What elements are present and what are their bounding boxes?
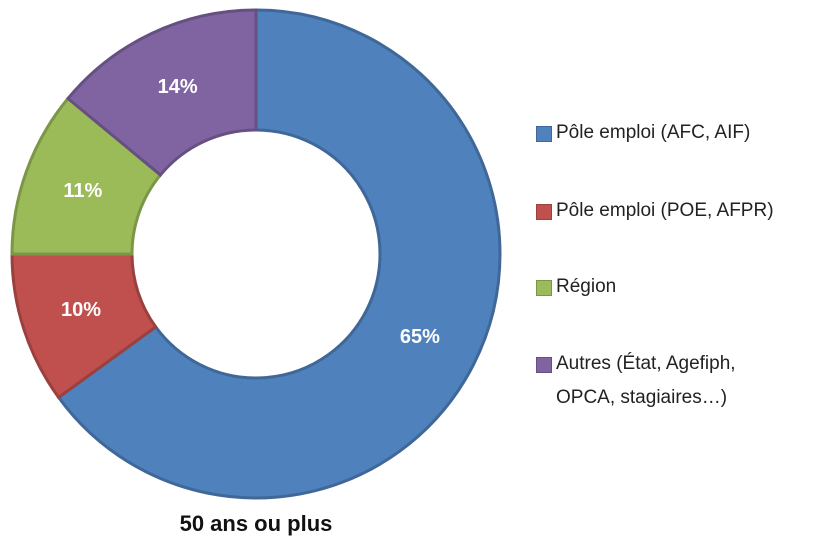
- donut-segment: [65, 8, 258, 178]
- legend-label: Région: [556, 276, 617, 297]
- legend-swatch: [536, 126, 552, 142]
- data-label: 65%: [400, 326, 440, 348]
- legend-swatch: [536, 204, 552, 220]
- legend-swatch: [536, 280, 552, 296]
- donut-segment: [56, 8, 502, 500]
- legend-item: Pôle emploi (AFC, AIF): [536, 116, 831, 150]
- chart-title: 50 ans ou plus: [180, 511, 333, 536]
- legend-swatch: [536, 357, 552, 373]
- data-label: 11%: [63, 180, 102, 202]
- legend-label: Pôle emploi (AFC, AIF): [556, 122, 751, 143]
- legend-label: Pôle emploi (POE, AFPR): [556, 200, 774, 221]
- legend-item: Autres (État, Agefiph, OPCA, stagiaires……: [536, 347, 831, 415]
- legend-item: Région: [536, 270, 831, 304]
- data-label: 14%: [158, 76, 198, 98]
- data-label: 10%: [61, 299, 101, 321]
- legend-item: Pôle emploi (POE, AFPR): [536, 194, 831, 228]
- legend-label: Autres (État, Agefiph, OPCA, stagiaires……: [556, 353, 736, 408]
